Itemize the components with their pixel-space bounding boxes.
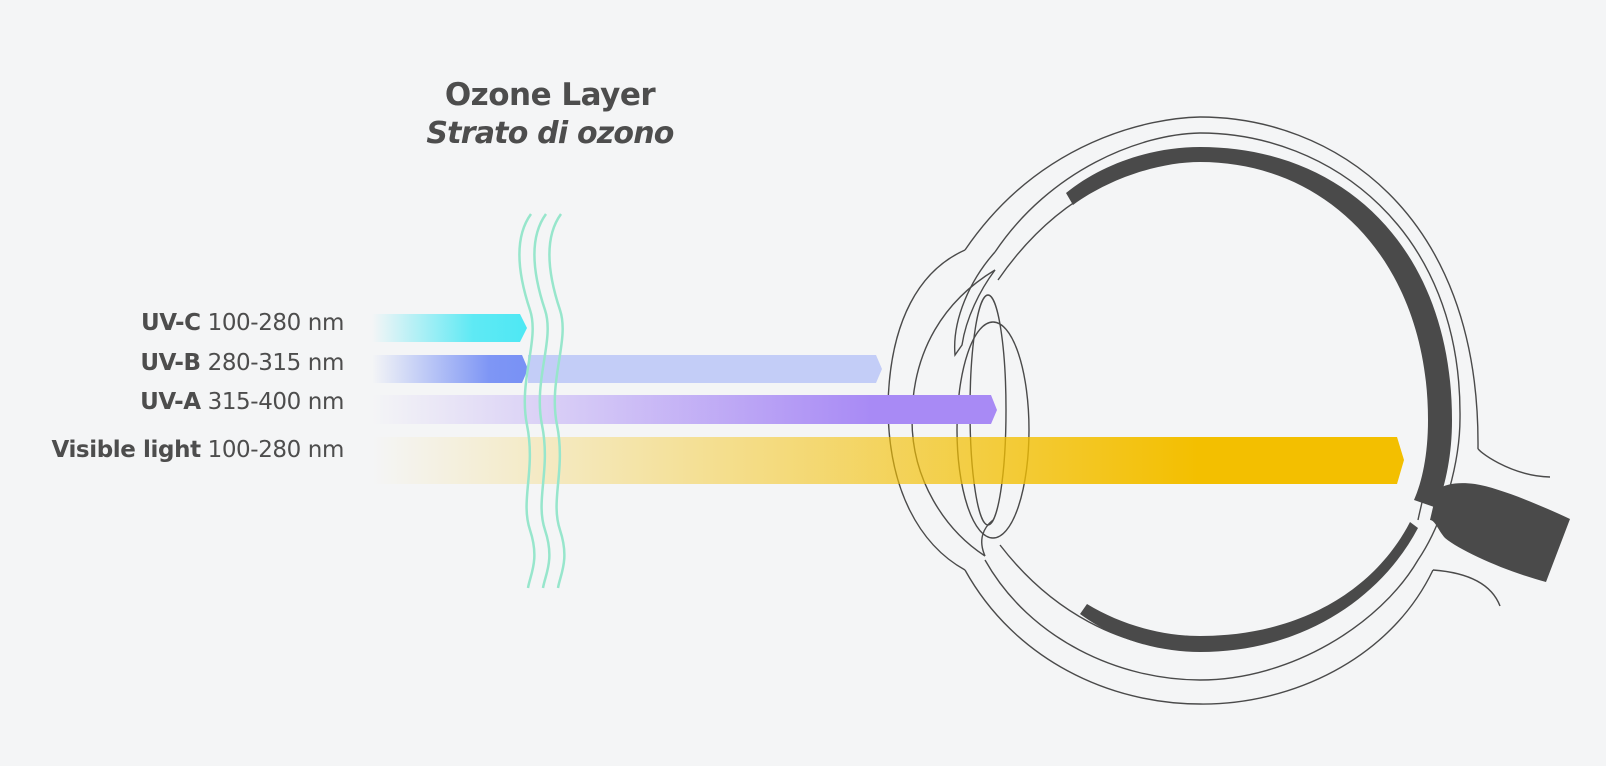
iris-upper (953, 251, 996, 357)
uvc-beam (372, 314, 527, 342)
lens (956, 321, 1030, 539)
band-name: UV-A (140, 389, 201, 415)
optic-nerve (1430, 483, 1570, 582)
band-name: Visible light (51, 437, 201, 463)
title-main: Ozone Layer (444, 77, 656, 113)
uvb-beam (372, 355, 528, 383)
iris-lower (981, 519, 994, 557)
uvb-transmitted-beam (528, 355, 882, 383)
sclera-inner (984, 132, 1461, 681)
sclera-outer (964, 116, 1551, 705)
ozone-layer-title: Ozone Layer Strato di ozono (425, 76, 675, 152)
band-range: 100-280 nm (207, 310, 345, 336)
retina-lower (1080, 522, 1418, 652)
uv-bands (372, 314, 1404, 484)
band-name: UV-C (141, 310, 201, 336)
visible-light-beam (372, 437, 1404, 484)
band-label-uvc: UV-C 100-280 nm (141, 310, 344, 336)
band-label-visible-light: Visible light 100-280 nm (51, 437, 344, 463)
band-label-uva: UV-A 315-400 nm (140, 389, 344, 415)
retina (1066, 147, 1452, 508)
band-range: 100-280 nm (207, 437, 345, 463)
uva-beam (372, 395, 997, 424)
band-name: UV-B (140, 350, 201, 376)
title-subtitle: Strato di ozono (426, 115, 674, 151)
band-label-uvb: UV-B 280-315 nm (140, 350, 344, 376)
band-range: 315-400 nm (207, 389, 345, 415)
band-range: 280-315 nm (207, 350, 345, 376)
ozone-layer-waves (518, 213, 566, 589)
